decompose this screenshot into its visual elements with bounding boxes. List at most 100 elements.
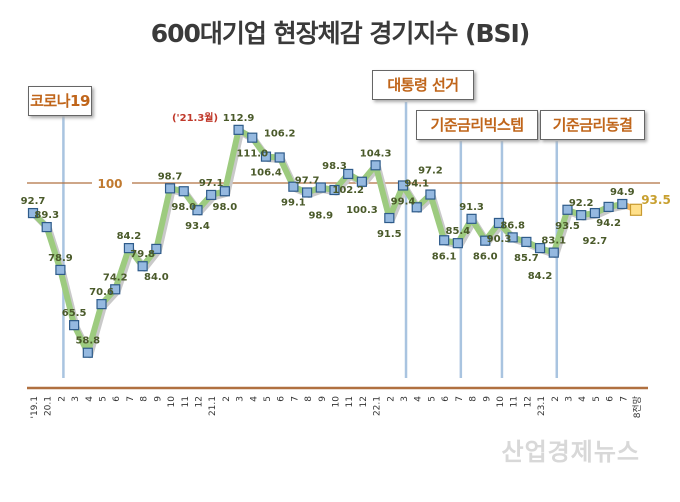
- data-label: 84.2: [117, 231, 142, 242]
- x-tick-label: 5: [592, 396, 602, 402]
- x-tick-label: 3: [71, 396, 81, 402]
- data-label: 94.9: [610, 187, 635, 198]
- x-tick-label: 7: [126, 396, 136, 402]
- data-marker: [562, 204, 573, 215]
- x-tick-label: 11: [510, 396, 520, 407]
- data-marker: [123, 242, 135, 254]
- data-label: 85.7: [514, 253, 539, 264]
- data-label: 91.5: [377, 229, 402, 240]
- data-label: 93.5: [555, 221, 580, 232]
- data-marker: [27, 207, 39, 219]
- data-marker: [617, 198, 628, 210]
- x-tick-label: 8: [469, 396, 479, 402]
- x-tick-label: 9: [153, 396, 163, 402]
- data-marker: [589, 207, 600, 219]
- reference-line-label: 100: [97, 177, 122, 191]
- x-tick-label: 8전망: [632, 396, 643, 418]
- x-tick-label: 4: [578, 396, 588, 402]
- data-label: 78.9: [48, 253, 73, 264]
- data-marker: [507, 232, 518, 243]
- data-marker: [206, 189, 217, 201]
- event-callout-covid: 코로나19: [28, 86, 92, 116]
- x-tick-label: 5: [263, 396, 273, 402]
- data-marker: [151, 243, 162, 255]
- x-tick-label: 11: [345, 396, 355, 407]
- x-tick-label: 7: [455, 396, 465, 402]
- x-tick-label: 10: [167, 396, 177, 408]
- forecast-marker: [629, 203, 643, 216]
- data-marker: [110, 284, 121, 295]
- data-label: 86.0: [473, 252, 498, 263]
- data-label: 92.2: [569, 198, 594, 209]
- x-tick-label: 12: [194, 396, 204, 407]
- data-marker: [301, 187, 313, 198]
- x-tick-label: 4: [249, 396, 259, 402]
- data-label: 99.1: [281, 198, 306, 209]
- x-tick-label: 12: [523, 396, 533, 407]
- event-callout-rate-freeze: 기준금리동결: [540, 110, 645, 140]
- data-label: 94.2: [596, 218, 621, 229]
- x-tick-label: 6: [277, 396, 287, 402]
- x-tick-label: 6: [606, 396, 616, 402]
- x-tick-label: 8: [304, 396, 314, 402]
- x-tick-label: 4: [414, 396, 424, 402]
- data-label: 70.6: [89, 287, 114, 298]
- data-marker: [439, 235, 450, 246]
- data-label: 100.3: [346, 205, 378, 216]
- data-marker: [480, 235, 491, 246]
- data-marker: [274, 152, 285, 163]
- data-label: 89.3: [34, 210, 59, 221]
- data-marker: [370, 160, 381, 171]
- data-label: 97.7: [295, 175, 320, 186]
- data-marker: [96, 299, 107, 310]
- peak-annotation: ('21.3월): [172, 112, 218, 124]
- data-label: 83.1: [541, 236, 566, 247]
- data-label: 98.0: [171, 202, 196, 213]
- x-tick-label: 10: [496, 396, 506, 408]
- x-tick-label: 2: [386, 396, 396, 402]
- data-marker: [466, 213, 477, 224]
- data-marker: [397, 180, 409, 191]
- x-tick-label: 21.1: [208, 396, 218, 416]
- x-tick-label: 9: [482, 396, 492, 402]
- data-label: 90.3: [487, 234, 512, 245]
- data-label: 92.7: [21, 196, 46, 207]
- data-label: 106.2: [264, 128, 296, 139]
- data-marker: [260, 151, 272, 162]
- data-label: 86.1: [432, 251, 457, 262]
- data-marker: [534, 242, 546, 254]
- x-tick-label: 3: [236, 396, 246, 402]
- data-marker: [521, 236, 532, 248]
- data-marker: [233, 124, 244, 135]
- data-label: 93.4: [185, 221, 210, 232]
- data-label: 92.7: [583, 236, 608, 247]
- data-marker: [219, 186, 230, 197]
- data-marker: [329, 184, 340, 196]
- data-marker: [548, 247, 559, 258]
- x-tick-label: 11: [181, 396, 191, 407]
- data-label: 84.0: [144, 272, 169, 283]
- data-label: 111.0: [236, 149, 268, 160]
- data-marker: [384, 212, 395, 224]
- data-label: 93.5: [641, 193, 671, 207]
- x-tick-label: 7: [290, 396, 300, 402]
- data-marker: [164, 183, 176, 194]
- data-label: 97.1: [199, 178, 224, 189]
- data-label: 65.5: [62, 308, 87, 319]
- x-tick-label: 3: [564, 396, 574, 402]
- data-marker: [69, 320, 80, 331]
- data-marker: [247, 132, 258, 143]
- data-marker: [452, 238, 463, 249]
- data-label: 84.2: [528, 271, 553, 282]
- data-marker: [356, 176, 368, 187]
- data-label: 58.8: [75, 336, 100, 347]
- data-label: 74.2: [103, 272, 128, 283]
- data-marker: [41, 221, 52, 233]
- x-tick-label: 12: [359, 396, 369, 407]
- data-label: 86.8: [500, 220, 525, 231]
- data-label: 91.3: [459, 202, 484, 213]
- x-tick-label: 7: [619, 396, 629, 402]
- data-label: 98.9: [308, 211, 333, 222]
- data-marker: [411, 202, 422, 213]
